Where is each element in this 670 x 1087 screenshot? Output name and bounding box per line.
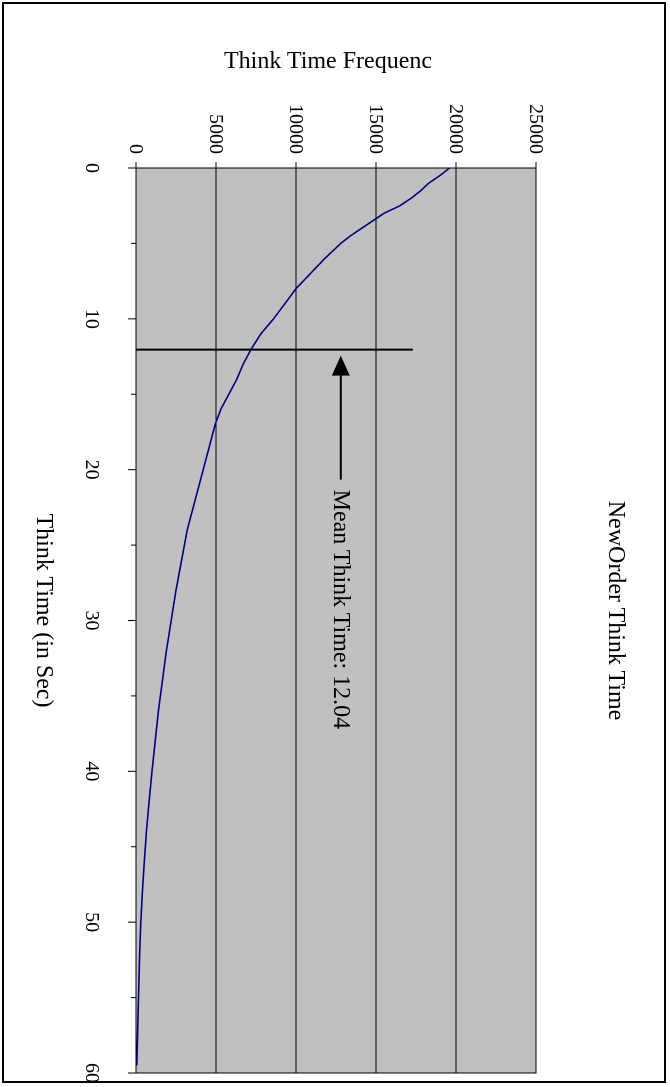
x-tick-label: 10 xyxy=(81,309,103,329)
x-tick-label: 40 xyxy=(81,761,103,781)
chart-title: NewOrder Think Time xyxy=(603,501,629,721)
x-tick-labels: 0 10 20 30 40 50 60 xyxy=(81,163,103,1083)
grid-lines xyxy=(215,168,457,1073)
y-tick-label: 5000 xyxy=(205,114,227,154)
y-tick-label: 20000 xyxy=(445,104,467,154)
y-tick-label: 10000 xyxy=(285,104,307,154)
x-tick-label: 30 xyxy=(81,611,103,631)
x-tick-label: 0 xyxy=(81,163,103,173)
y-axis-label: Think Time Frequenc xyxy=(224,48,432,74)
x-tick-label: 50 xyxy=(81,912,103,932)
annotation-arrow-head xyxy=(331,355,350,376)
axis-ticks xyxy=(128,162,537,1074)
y-tick-labels: 0 5000 10000 15000 20000 25000 xyxy=(125,104,547,154)
x-tick-label: 60 xyxy=(81,1063,103,1081)
series-line xyxy=(136,167,451,1066)
plot-area xyxy=(135,167,537,1074)
y-tick-label: 15000 xyxy=(365,104,387,154)
y-tick-label: 25000 xyxy=(525,104,547,154)
x-tick-label: 20 xyxy=(81,460,103,480)
x-axis-label: Think Time (in Sec) xyxy=(31,513,57,707)
y-tick-label: 0 xyxy=(125,144,147,154)
annotation-label: Mean Think Time: 12.04 xyxy=(328,490,354,730)
